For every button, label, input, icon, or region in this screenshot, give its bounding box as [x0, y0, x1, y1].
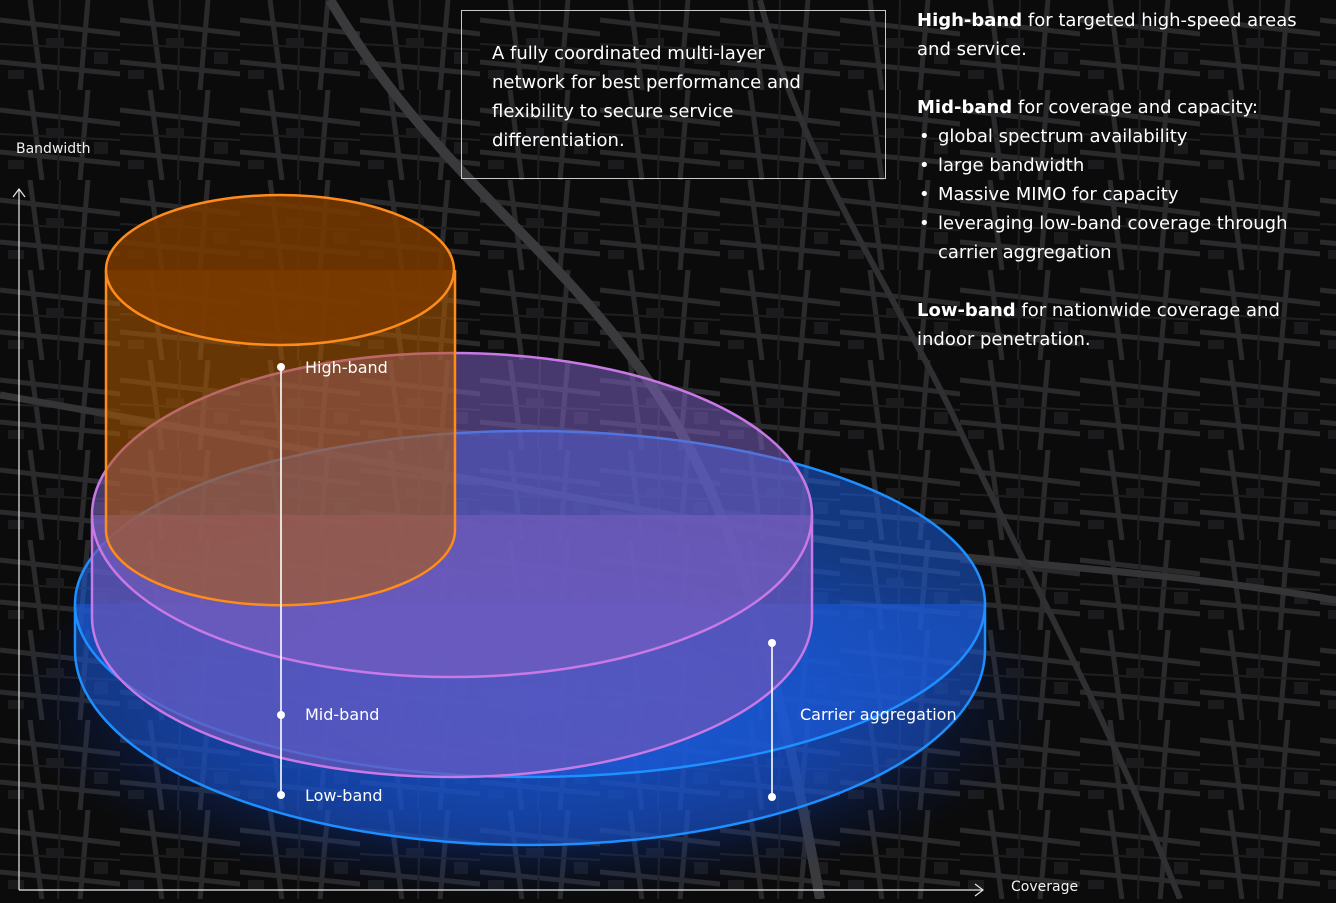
mid-band-label: Mid-band: [305, 705, 379, 724]
high-band-description: High-band for targeted high-speed areas …: [917, 6, 1332, 64]
high-band-label: High-band: [305, 358, 388, 377]
carrier-aggregation-bottom-marker: [768, 793, 776, 801]
intro-text: A fully coordinated multi-layer network …: [492, 39, 812, 155]
list-item: large bandwidth: [917, 151, 1332, 180]
mid-band-title: Mid-band: [917, 97, 1012, 118]
intro-box: A fully coordinated multi-layer network …: [461, 10, 886, 179]
y-axis-label: Bandwidth: [16, 141, 91, 157]
low-band-title: Low-band: [917, 300, 1016, 321]
high-band-title: High-band: [917, 10, 1022, 31]
mid-band-description: Mid-band for coverage and capacity:: [917, 93, 1332, 122]
low-band-label: Low-band: [305, 786, 383, 805]
carrier-aggregation-label: Carrier aggregation: [800, 705, 957, 724]
low-band-marker: [277, 791, 285, 799]
carrier-aggregation-top-marker: [768, 639, 776, 647]
mid-band-text: for coverage and capacity:: [1018, 97, 1258, 118]
list-item: global spectrum availability: [917, 122, 1332, 151]
list-item: leveraging low-band coverage through car…: [917, 209, 1332, 267]
high-band-marker: [277, 363, 285, 371]
mid-band-bullet-list: global spectrum availability large bandw…: [917, 122, 1332, 267]
x-axis-label: Coverage: [1011, 879, 1078, 895]
info-panel: High-band for targeted high-speed areas …: [917, 6, 1332, 354]
list-item: Massive MIMO for capacity: [917, 180, 1332, 209]
low-band-description: Low-band for nationwide coverage and ind…: [917, 296, 1332, 354]
mid-band-marker: [277, 711, 285, 719]
